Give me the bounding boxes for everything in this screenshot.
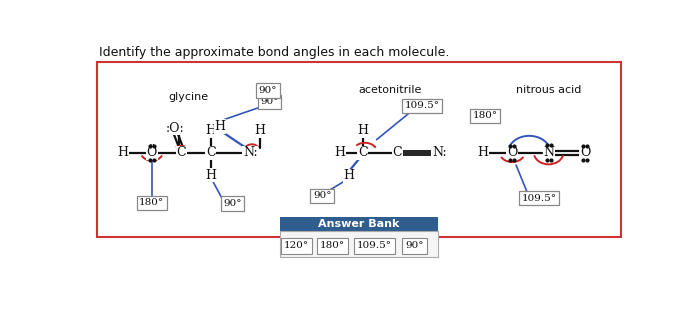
Text: C: C bbox=[176, 146, 186, 159]
Text: Identify the approximate bond angles in each molecule.: Identify the approximate bond angles in … bbox=[99, 46, 449, 59]
Text: 90°: 90° bbox=[313, 191, 332, 200]
Text: acetonitrile: acetonitrile bbox=[358, 85, 421, 95]
Text: glycine: glycine bbox=[168, 92, 209, 102]
Text: Ö: Ö bbox=[146, 146, 157, 159]
Text: 180°: 180° bbox=[139, 198, 164, 207]
Text: H: H bbox=[254, 124, 265, 137]
Text: N:: N: bbox=[243, 146, 258, 159]
Text: C: C bbox=[206, 146, 216, 159]
Text: 180°: 180° bbox=[320, 242, 345, 250]
Text: :O:: :O: bbox=[166, 122, 184, 135]
Text: H: H bbox=[357, 124, 368, 137]
FancyBboxPatch shape bbox=[280, 217, 438, 231]
Text: H: H bbox=[477, 146, 489, 159]
Text: 109.5°: 109.5° bbox=[357, 242, 392, 250]
Text: H: H bbox=[205, 169, 216, 182]
FancyBboxPatch shape bbox=[97, 62, 621, 237]
Text: C: C bbox=[358, 146, 368, 159]
Text: 90°: 90° bbox=[223, 199, 242, 208]
Text: 109.5°: 109.5° bbox=[405, 101, 440, 110]
Text: 90°: 90° bbox=[259, 86, 277, 95]
Text: H: H bbox=[205, 124, 216, 137]
FancyBboxPatch shape bbox=[280, 231, 438, 257]
Text: N: N bbox=[543, 146, 554, 159]
Text: 90°: 90° bbox=[260, 97, 279, 107]
Text: C: C bbox=[393, 146, 402, 159]
Text: 109.5°: 109.5° bbox=[522, 194, 556, 203]
Text: 120°: 120° bbox=[284, 242, 309, 250]
Text: H: H bbox=[343, 169, 354, 182]
Text: H: H bbox=[335, 146, 346, 159]
Text: N:: N: bbox=[432, 146, 447, 159]
Text: 180°: 180° bbox=[473, 111, 498, 120]
Text: nitrous acid: nitrous acid bbox=[516, 85, 581, 95]
Text: Answer Bank: Answer Bank bbox=[318, 219, 400, 230]
Text: H: H bbox=[117, 146, 128, 159]
Text: O: O bbox=[507, 146, 517, 159]
Text: H: H bbox=[214, 120, 225, 133]
Text: 90°: 90° bbox=[405, 242, 424, 250]
Text: O: O bbox=[580, 146, 590, 159]
